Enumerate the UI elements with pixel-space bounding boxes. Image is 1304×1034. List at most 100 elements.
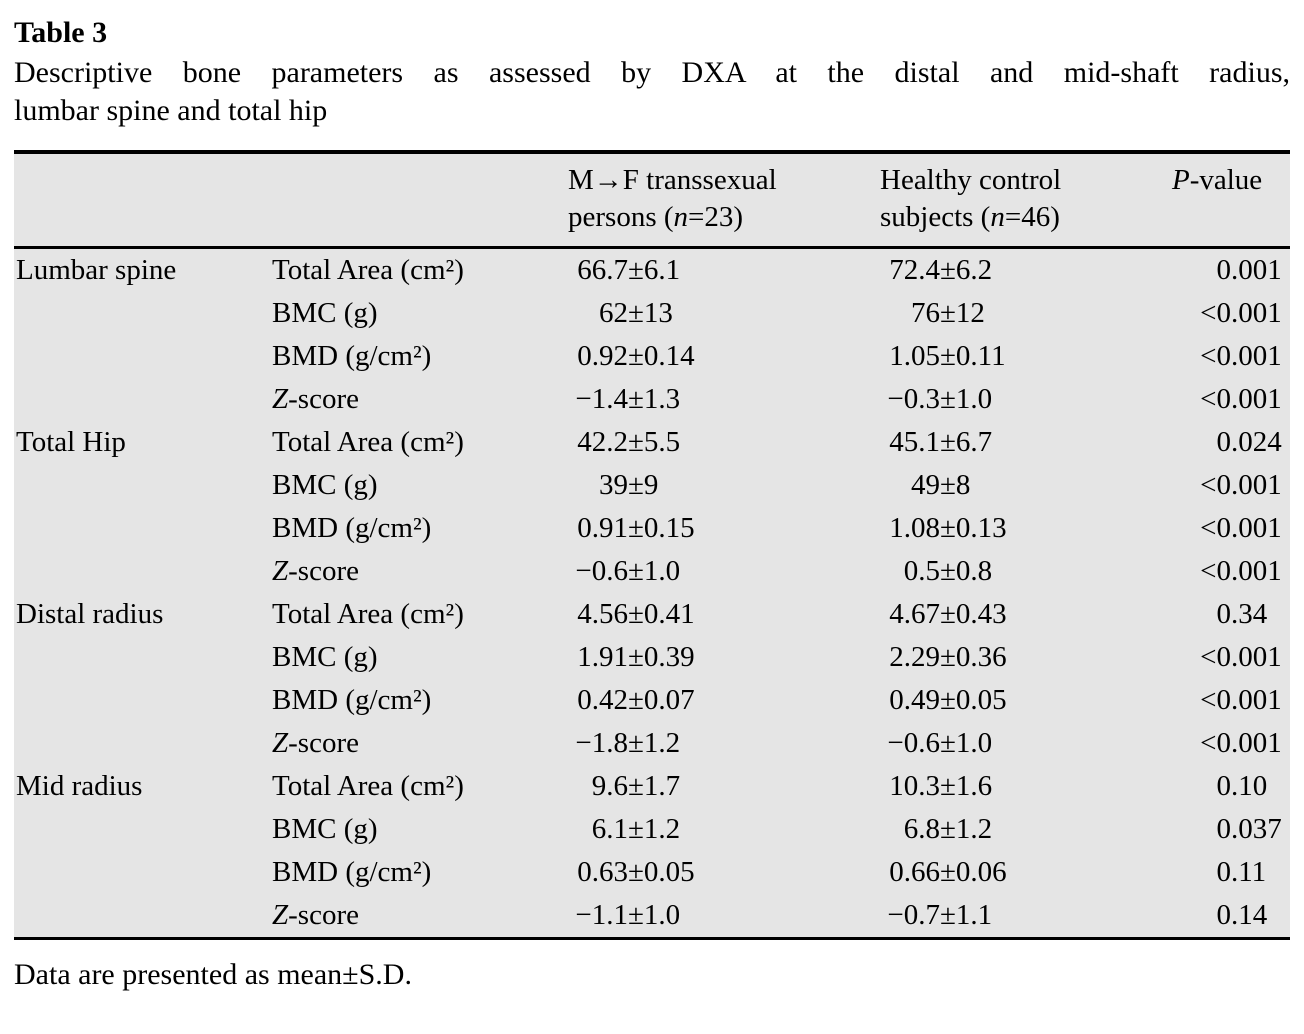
value-sd: ±5.5: [628, 426, 681, 458]
pvalue-int: <0: [1200, 555, 1231, 587]
pvalue-int: <0: [1200, 469, 1231, 501]
header-group2-n: n: [990, 201, 1005, 233]
param-text: -score: [288, 555, 359, 587]
pvalue-int: <0: [1200, 641, 1231, 673]
pvalue-dec: .11: [1231, 856, 1267, 888]
value-sd: ±1.3: [628, 383, 681, 415]
value-sd: ±1.2: [628, 813, 681, 845]
pvalue-cell: 0.14: [1170, 894, 1290, 939]
value-mean: −1.1: [575, 899, 628, 931]
header-group1-text: M→F transsexual persons (: [568, 164, 777, 233]
pvalue-dec: .34: [1231, 598, 1268, 630]
value-cell-group1: 6.1±1.2: [566, 808, 878, 851]
value-cell-group2: 76±12: [878, 292, 1170, 335]
param-cell: Total Area (cm²): [270, 593, 566, 636]
value-cell-group1: 4.56±0.41: [566, 593, 878, 636]
pvalue-dec: .037: [1231, 813, 1282, 845]
header-group2-count: =46): [1004, 201, 1060, 233]
value-cell-group2: 0.5±0.8: [878, 550, 1170, 593]
value-sd: ±0.8: [940, 555, 993, 587]
param-text: BMD (g/cm²): [272, 340, 432, 372]
value-sd: ±1.0: [940, 727, 993, 759]
param-cell: Total Area (cm²): [270, 248, 566, 293]
value-sd: ±6.1: [628, 254, 681, 286]
value-sd: ±0.11: [940, 340, 1006, 372]
table-row: Z-score −1.4±1.3 −0.3±1.0 <0.001: [14, 378, 1290, 421]
pvalue-int: 0: [1216, 899, 1232, 931]
table-row: BMD (g/cm²) 0.92±0.14 1.05±0.11 <0.001: [14, 335, 1290, 378]
param-cell: Z-score: [270, 378, 566, 421]
region-cell: [14, 722, 270, 765]
value-cell-group1: 62±13: [566, 292, 878, 335]
value-mean: 0.66: [889, 856, 940, 888]
param-text: BMC (g): [272, 469, 378, 501]
header-pvalue-p: P: [1172, 164, 1190, 196]
param-cell: BMC (g): [270, 464, 566, 507]
param-text: -score: [288, 727, 359, 759]
value-mean: 45.1: [889, 426, 940, 458]
param-cell: BMD (g/cm²): [270, 851, 566, 894]
value-sd: ±1.7: [628, 770, 681, 802]
value-cell-group2: 0.66±0.06: [878, 851, 1170, 894]
pvalue-cell: <0.001: [1170, 722, 1290, 765]
table-row: Mid radius Total Area (cm²) 9.6±1.7 10.3…: [14, 765, 1290, 808]
table-row: BMC (g) 1.91±0.39 2.29±0.36 <0.001: [14, 636, 1290, 679]
value-sd: ±1.0: [628, 555, 681, 587]
region-cell: [14, 894, 270, 939]
value-cell-group2: 0.49±0.05: [878, 679, 1170, 722]
table-row: BMD (g/cm²) 0.63±0.05 0.66±0.06 0.11: [14, 851, 1290, 894]
value-sd: ±0.43: [940, 598, 1007, 630]
table-row: BMD (g/cm²) 0.91±0.15 1.08±0.13 <0.001: [14, 507, 1290, 550]
value-cell-group2: 6.8±1.2: [878, 808, 1170, 851]
param-italic: Z: [272, 383, 289, 415]
pvalue-dec: .001: [1231, 469, 1282, 501]
pvalue-cell: <0.001: [1170, 507, 1290, 550]
value-sd: ±8: [940, 469, 971, 501]
value-cell-group2: 45.1±6.7: [878, 421, 1170, 464]
param-text: Total Area (cm²): [272, 770, 464, 802]
value-sd: ±0.06: [940, 856, 1007, 888]
region-cell: [14, 851, 270, 894]
param-cell: BMC (g): [270, 808, 566, 851]
param-cell: Z-score: [270, 722, 566, 765]
header-group2-text: Healthy control subjects (: [880, 164, 1062, 233]
table-row: BMD (g/cm²) 0.42±0.07 0.49±0.05 <0.001: [14, 679, 1290, 722]
header-group1: M→F transsexual persons (n=23): [566, 152, 878, 249]
value-mean: 0.91: [577, 512, 628, 544]
pvalue-dec: .14: [1231, 899, 1268, 931]
header-group1-count: =23): [688, 201, 744, 233]
value-mean: 62: [599, 297, 628, 329]
value-mean: 49: [911, 469, 940, 501]
value-cell-group2: 72.4±6.2: [878, 248, 1170, 293]
value-mean: 2.29: [889, 641, 940, 673]
pvalue-dec: .001: [1231, 727, 1282, 759]
table-row: BMC (g) 62±13 76±12 <0.001: [14, 292, 1290, 335]
value-cell-group1: 0.63±0.05: [566, 851, 878, 894]
value-mean: −0.3: [887, 383, 940, 415]
param-text: Total Area (cm²): [272, 426, 464, 458]
value-mean: 0.5: [903, 555, 940, 587]
region-cell: [14, 464, 270, 507]
param-cell: BMC (g): [270, 636, 566, 679]
param-italic: Z: [272, 727, 289, 759]
pvalue-dec: .024: [1231, 426, 1282, 458]
value-mean: −0.6: [575, 555, 628, 587]
value-cell-group2: 1.05±0.11: [878, 335, 1170, 378]
value-mean: −1.4: [575, 383, 628, 415]
value-mean: 1.08: [889, 512, 940, 544]
header-row: M→F transsexual persons (n=23) Healthy c…: [14, 152, 1290, 249]
pvalue-int: 0: [1216, 856, 1232, 888]
pvalue-int: <0: [1200, 512, 1231, 544]
value-mean: 76: [911, 297, 940, 329]
param-text: -score: [288, 899, 359, 931]
value-mean: 0.63: [577, 856, 628, 888]
value-sd: ±6.2: [940, 254, 993, 286]
bone-parameters-table: M→F transsexual persons (n=23) Healthy c…: [14, 150, 1290, 940]
value-cell-group2: −0.6±1.0: [878, 722, 1170, 765]
pvalue-cell: <0.001: [1170, 636, 1290, 679]
value-mean: 72.4: [889, 254, 940, 286]
value-sd: ±0.14: [628, 340, 695, 372]
pvalue-int: 0: [1216, 770, 1232, 802]
pvalue-cell: 0.10: [1170, 765, 1290, 808]
value-sd: ±0.07: [628, 684, 695, 716]
